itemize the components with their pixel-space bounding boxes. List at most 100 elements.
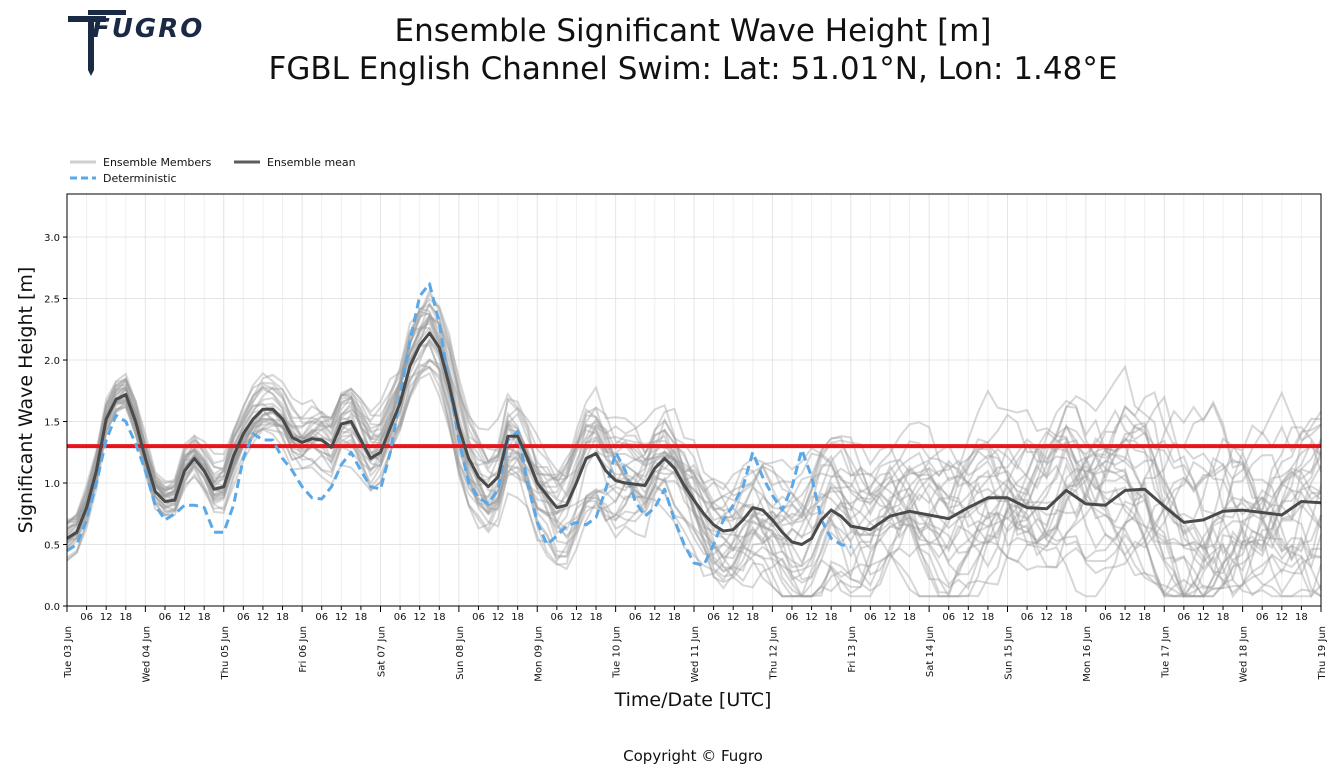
y-tick-label: 0.5: [44, 541, 60, 552]
x-day-label: Tue 10 Jun: [612, 626, 623, 679]
x-hour-label: 12: [1275, 612, 1288, 623]
ensemble-member-line: [66, 288, 1322, 598]
x-hour-label: 12: [257, 612, 270, 623]
x-hour-label: 18: [903, 612, 916, 623]
x-hour-label: 18: [1138, 612, 1151, 623]
ensemble-member-line: [66, 316, 1322, 598]
x-hour-label: 06: [237, 612, 250, 623]
x-day-label: Thu 05 Jun: [220, 626, 231, 681]
x-hour-label: 18: [982, 612, 995, 623]
x-hour-label: 12: [178, 612, 191, 623]
x-hour-label: 18: [1295, 612, 1308, 623]
ensemble-member-line: [66, 301, 1322, 598]
x-hour-label: 06: [1099, 612, 1112, 623]
x-hour-label: 18: [590, 612, 603, 623]
y-tick-label: 2.5: [44, 295, 60, 306]
ensemble-member-line: [66, 336, 1322, 598]
x-hour-label: 18: [433, 612, 446, 623]
ensemble-member-line: [66, 326, 1322, 599]
x-day-label: Tue 17 Jun: [1160, 626, 1171, 679]
x-day-label: Mon 09 Jun: [533, 626, 544, 682]
x-hour-label: 12: [884, 612, 897, 623]
x-hour-label: 06: [1021, 612, 1034, 623]
x-hour-label: 06: [550, 612, 563, 623]
fugro-logo: [68, 10, 126, 76]
ensemble-member-line: [66, 344, 1322, 598]
y-tick-label: 0.0: [44, 602, 60, 613]
ensemble-mean-line: [66, 331, 1322, 546]
x-hour-label: 12: [413, 612, 426, 623]
x-hour-label: 06: [629, 612, 642, 623]
ensemble-member-line: [66, 316, 1322, 598]
ensemble-member-line: [66, 363, 1322, 567]
ensemble-member-line: [66, 358, 1322, 592]
x-day-label: Wed 04 Jun: [141, 626, 152, 683]
ensemble-member-line: [66, 292, 1322, 598]
y-axis: 0.0 0.5 1.0 1.5 2.0 2.5 3.0: [44, 233, 67, 613]
ensemble-member-line: [66, 321, 1322, 598]
x-hour-label: 12: [1119, 612, 1132, 623]
x-hour-label: 06: [1256, 612, 1269, 623]
copyright: Copyright © Fugro: [623, 747, 763, 765]
x-hour-label: 18: [1060, 612, 1073, 623]
x-day-label: Thu 12 Jun: [768, 626, 779, 681]
x-hour-label: 12: [100, 612, 113, 623]
x-day-label: Sun 15 Jun: [1004, 626, 1015, 680]
x-hour-label: 18: [668, 612, 681, 623]
x-hour-label: 12: [1040, 612, 1053, 623]
y-axis-label: Significant Wave Height [m]: [15, 267, 37, 534]
ensemble-member-line: [66, 311, 1322, 589]
x-hour-label: 18: [198, 612, 211, 623]
title-line-1: Ensemble Significant Wave Height [m]: [394, 13, 992, 49]
x-hour-label: 18: [511, 612, 524, 623]
x-hour-label: 12: [570, 612, 583, 623]
x-hour-label: 06: [864, 612, 877, 623]
x-hour-label: 18: [825, 612, 838, 623]
ensemble-member-line: [66, 365, 1322, 598]
data-series: [66, 282, 1322, 567]
ensemble-member-line: [66, 298, 1322, 598]
x-hour-label: 12: [962, 612, 975, 623]
grid-lines: [66, 194, 1322, 607]
x-axis: 06 12 18 06 12 18 06 12 18 06 12 18 06 12 18 06 12 18 06 12…: [63, 606, 1328, 683]
x-hour-label: 18: [355, 612, 368, 623]
ensemble-member-line: [66, 303, 1322, 587]
x-axis-label: Time/Date [UTC]: [614, 689, 772, 711]
legend-members-label: Ensemble Members: [103, 156, 212, 169]
x-day-label: Sat 07 Jun: [377, 626, 388, 677]
ensemble-member-line: [66, 338, 1322, 558]
x-day-label: Wed 18 Jun: [1239, 626, 1250, 683]
x-hour-label: 12: [1197, 612, 1210, 623]
ensemble-member-line: [66, 326, 1322, 598]
x-day-label: Thu 19 Jun: [1317, 626, 1328, 681]
x-hour-label: 06: [942, 612, 955, 623]
legend: Ensemble Members Ensemble mean Determini…: [70, 156, 356, 185]
ensemble-members: [66, 288, 1322, 599]
title-line-2: FGBL English Channel Swim: Lat: 51.01°N,…: [268, 51, 1118, 87]
x-day-label: Mon 16 Jun: [1082, 626, 1093, 682]
x-hour-label: 12: [492, 612, 505, 623]
legend-mean-label: Ensemble mean: [267, 156, 356, 169]
ensemble-member-line: [66, 307, 1322, 598]
x-hour-label: 06: [786, 612, 799, 623]
x-hour-label: 12: [805, 612, 818, 623]
deterministic-line: [66, 282, 852, 567]
y-tick-label: 2.0: [44, 356, 60, 367]
x-day-label: Wed 11 Jun: [690, 626, 701, 683]
x-hour-label: 18: [276, 612, 289, 623]
x-hour-label: 18: [1217, 612, 1230, 623]
x-hour-label: 06: [80, 612, 93, 623]
x-hour-label: 12: [335, 612, 348, 623]
x-day-label: Sun 08 Jun: [455, 626, 466, 680]
x-hour-label: 12: [727, 612, 740, 623]
ensemble-member-line: [66, 339, 1322, 599]
x-day-label: Fri 13 Jun: [847, 626, 858, 673]
chart-title: Ensemble Significant Wave Height [m] FGB…: [230, 12, 1156, 88]
y-tick-label: 3.0: [44, 233, 60, 244]
logo-text: FUGRO: [92, 14, 205, 44]
y-tick-label: 1.0: [44, 479, 60, 490]
x-hour-label: 06: [472, 612, 485, 623]
x-hour-label: 18: [119, 612, 132, 623]
legend-deterministic-label: Deterministic: [103, 172, 177, 185]
ensemble-member-line: [66, 314, 1322, 598]
